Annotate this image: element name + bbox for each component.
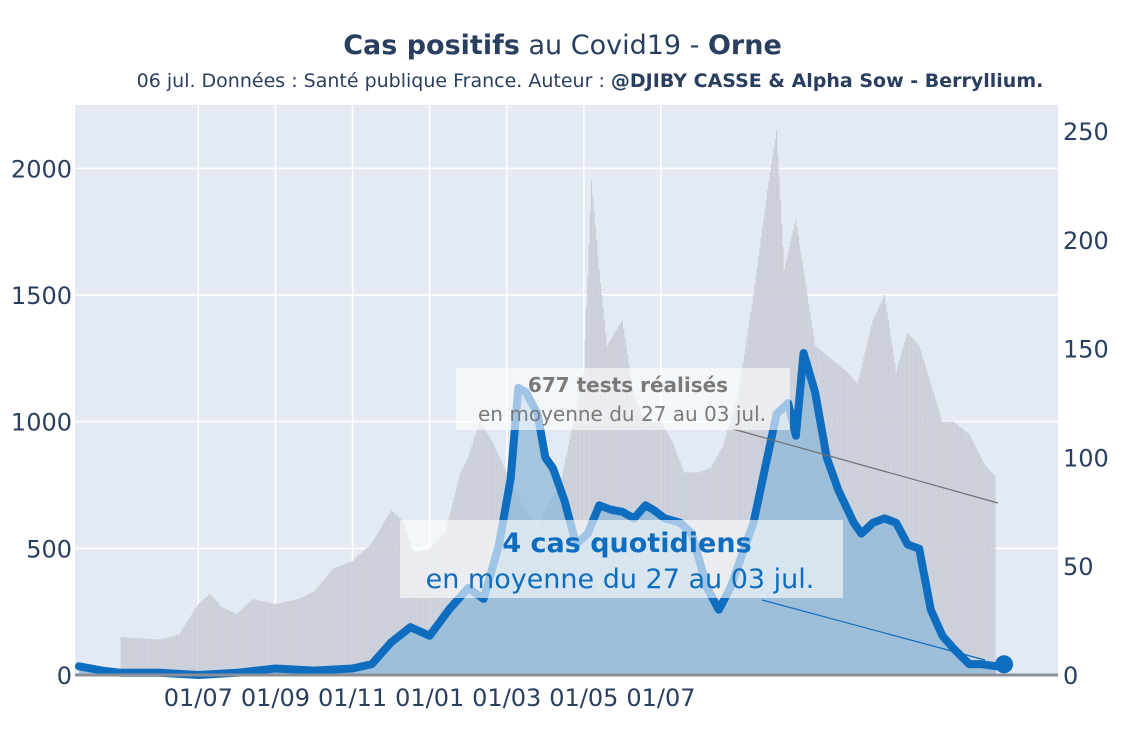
- title-bold-end: Orne: [707, 30, 782, 61]
- y-left-axis-ticks: 0 500 1000 1500 2000: [11, 155, 72, 690]
- cases-annotation: 4 cas quotidiens en moyenne du 27 au 03 …: [400, 520, 986, 661]
- tests-annotation-arrow: [732, 428, 999, 504]
- y-right-tick-label: 0: [1063, 662, 1078, 690]
- x-tick-label: 01/03: [472, 684, 541, 712]
- y-right-tick-label: 250: [1063, 118, 1109, 146]
- y-right-tick-label: 100: [1063, 444, 1109, 472]
- y-left-tick-label: 0: [57, 662, 72, 690]
- y-right-tick-label: 50: [1063, 553, 1094, 581]
- cases-annotation-line1: 4 cas quotidiens: [502, 528, 751, 559]
- y-left-tick-label: 2000: [11, 155, 72, 183]
- x-tick-label: 01/05: [549, 684, 618, 712]
- chart-title: Cas positifs au Covid19 - Orne: [0, 30, 1125, 61]
- cases-end-marker: [995, 655, 1014, 674]
- tests-annotation-line2: en moyenne du 27 au 03 jul.: [478, 402, 766, 426]
- cases-annotation-line2: en moyenne du 27 au 03 jul.: [426, 564, 815, 595]
- y-left-tick-label: 1500: [11, 282, 72, 310]
- tests-annotation-box: [456, 368, 790, 430]
- x-axis-ticks: 01/07 01/09 01/11 01/01 01/03 01/05 01/07: [164, 684, 696, 712]
- y-left-tick-label: 500: [26, 535, 72, 563]
- y-right-tick-label: 200: [1063, 227, 1109, 255]
- tests-annotation: 677 tests réalisés en moyenne du 27 au 0…: [456, 368, 999, 504]
- x-tick-label: 01/09: [241, 684, 310, 712]
- y-right-axis-ticks: 0 50 100 150 200 250: [1063, 118, 1109, 690]
- title-normal-middle: au Covid19 -: [519, 30, 708, 61]
- y-right-tick-label: 150: [1063, 336, 1109, 364]
- tests-annotation-line1: 677 tests réalisés: [528, 373, 728, 397]
- x-tick-label: 01/07: [164, 684, 233, 712]
- title-bold-start: Cas positifs: [343, 30, 520, 61]
- cases-annotation-arrow: [761, 599, 986, 661]
- subtitle-normal: 06 jul. Données : Santé publique France.…: [136, 70, 611, 92]
- y-left-tick-label: 1000: [11, 409, 72, 437]
- chart-subtitle: 06 jul. Données : Santé publique France.…: [0, 70, 1125, 92]
- subtitle-author: @DJIBY CASSE & Alpha Sow - Berryllium.: [610, 70, 1044, 92]
- cases-annotation-box: [400, 520, 843, 598]
- x-tick-label: 01/01: [395, 684, 464, 712]
- x-tick-label: 01/07: [626, 684, 695, 712]
- cases-line: [74, 349, 1001, 679]
- x-tick-label: 01/11: [318, 684, 387, 712]
